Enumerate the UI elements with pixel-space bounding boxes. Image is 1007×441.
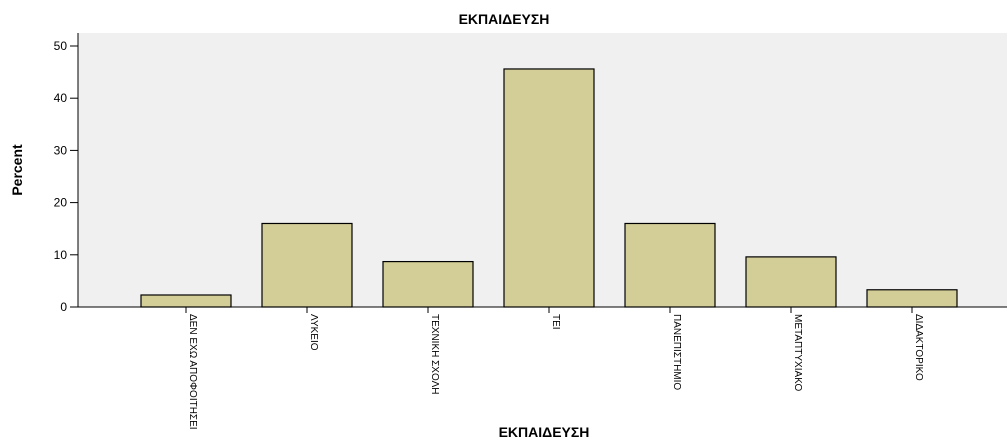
y-tick-label: 20	[54, 196, 68, 210]
chart-title: ΕΚΠΑΙΔΕΥΣΗ	[459, 11, 550, 27]
bar	[382, 260, 474, 308]
bar	[745, 256, 837, 308]
x-tick-label: ΤΕΙ	[550, 314, 561, 330]
x-tick-label: ΜΕΤΑΠΤΥΧΙΑΚΟ	[792, 314, 803, 392]
y-tick-label: 10	[54, 248, 68, 262]
x-tick-label: ΠΑΝΕΠΙΣΤΗΜΙΟ	[671, 314, 682, 390]
y-tick-label: 40	[54, 91, 68, 105]
x-tick-label: ΤΕΧΝΙΚΗ ΣΧΟΛΗ	[429, 314, 440, 394]
y-axis-label: Percent	[9, 144, 25, 196]
x-tick-label: ΔΕΝ ΕΧΩ ΑΠΟΦΟΙΤΗΣΕΙ	[187, 314, 198, 430]
bar	[261, 222, 353, 308]
y-tick-label: 50	[54, 39, 68, 53]
bar	[624, 222, 716, 308]
bar	[140, 294, 232, 308]
y-tick-label: 0	[60, 300, 67, 314]
bar	[866, 289, 958, 308]
y-tick-label: 30	[54, 143, 68, 157]
x-tick-label: ΛΥΚΕΙΟ	[308, 314, 319, 351]
bar	[503, 68, 595, 308]
x-axis-label: ΕΚΠΑΙΔΕΥΣΗ	[499, 424, 590, 440]
x-tick-label: ΔΙΔΑΚΤΟΡΙΚΟ	[913, 314, 924, 381]
